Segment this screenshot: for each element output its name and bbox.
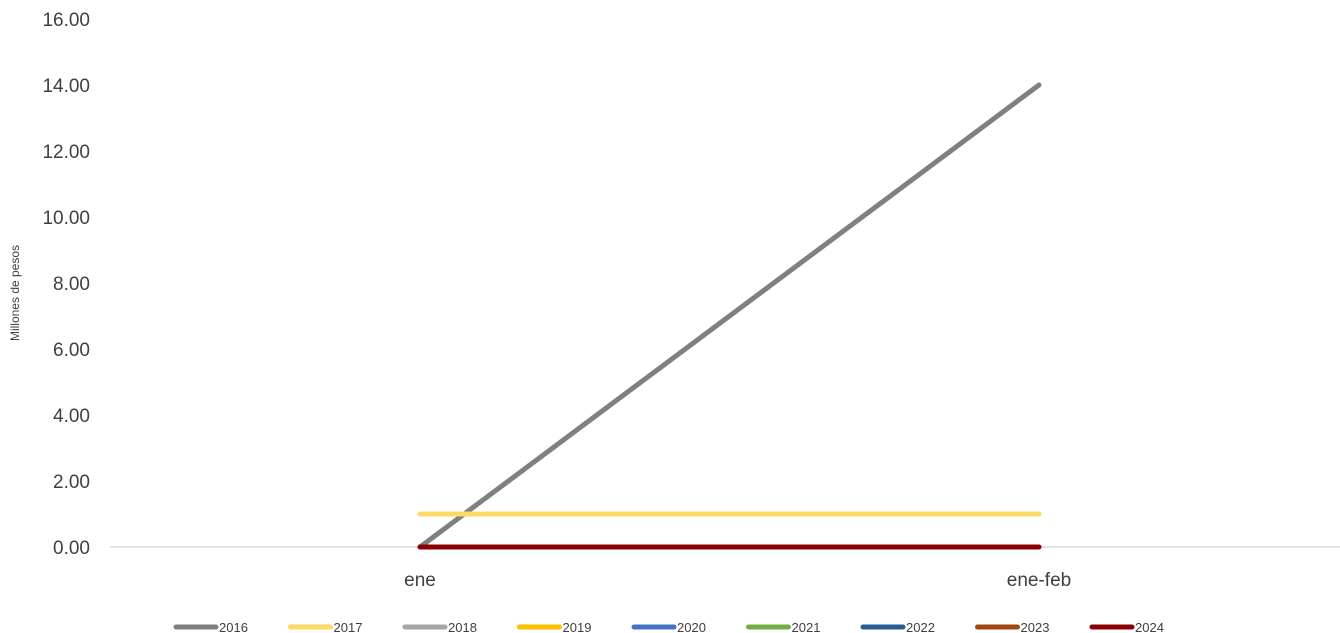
y-axis-title: Millones de pesos [8, 245, 22, 341]
legend-label: 2024 [1135, 620, 1164, 633]
legend-item-2020: 2020 [631, 620, 706, 633]
legend-item-2018: 2018 [402, 620, 477, 633]
y-tick-label: 2.00 [53, 472, 90, 493]
legend-label: 2021 [792, 620, 821, 633]
x-axis-ticks: ene ene-feb [404, 570, 1071, 591]
legend-item-2021: 2021 [746, 620, 821, 633]
x-tick-label: ene [404, 570, 436, 591]
y-tick-label: 6.00 [53, 340, 90, 361]
y-tick-label: 0.00 [53, 538, 90, 559]
legend-label: 2019 [563, 620, 592, 633]
y-tick-label: 14.00 [42, 76, 90, 97]
legend-label: 2018 [448, 620, 477, 633]
legend-label: 2017 [334, 620, 363, 633]
y-tick-label: 4.00 [53, 406, 90, 427]
legend-item-2017: 2017 [288, 620, 363, 633]
y-tick-label: 16.00 [42, 10, 90, 31]
legend-label: 2020 [677, 620, 706, 633]
x-tick-label: ene-feb [1007, 570, 1071, 591]
legend-label: 2022 [906, 620, 935, 633]
legend: 2016 2017 2018 2019 2020 2021 2022 2023 2024 [173, 620, 1164, 633]
series-line-2016 [417, 82, 1042, 550]
y-tick-label: 12.00 [42, 142, 90, 163]
legend-item-2022: 2022 [860, 620, 935, 633]
legend-item-2019: 2019 [517, 620, 592, 633]
series-lines [417, 82, 1042, 550]
y-tick-label: 10.00 [42, 208, 90, 229]
legend-item-2023: 2023 [975, 620, 1050, 633]
legend-label: 2016 [219, 620, 248, 633]
legend-item-2024: 2024 [1089, 620, 1164, 633]
legend-item-2016: 2016 [173, 620, 248, 633]
y-axis-ticks: 0.00 2.00 4.00 6.00 8.00 10.00 12.00 14.00 16.00 [42, 10, 90, 559]
y-tick-label: 8.00 [53, 274, 90, 295]
legend-label: 2023 [1021, 620, 1050, 633]
